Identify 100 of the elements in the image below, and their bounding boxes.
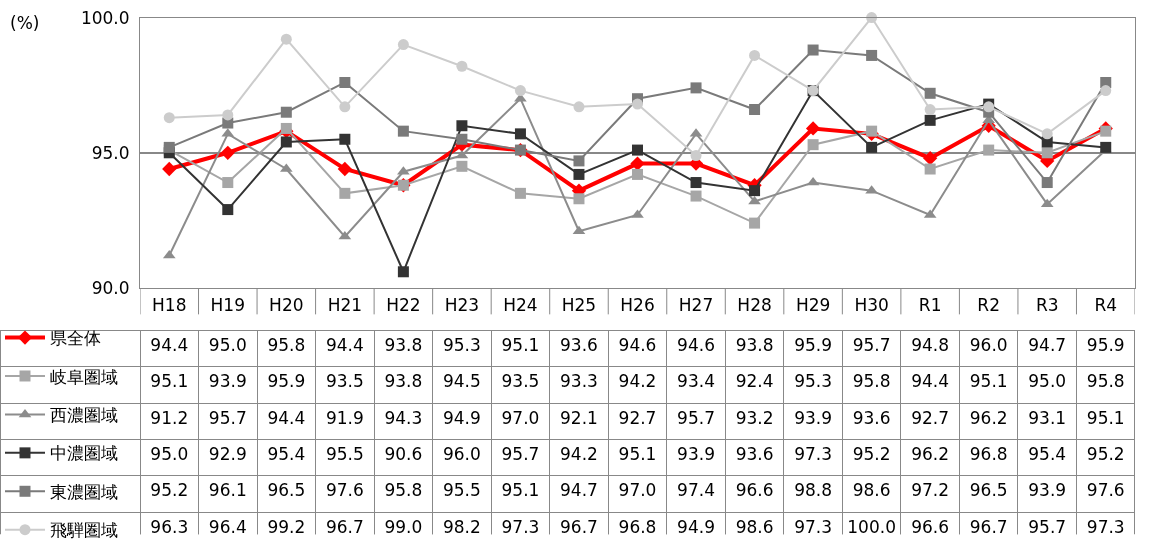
point: [690, 82, 702, 94]
data-label: 96.0: [442, 444, 481, 465]
data-label: 93.5: [325, 371, 364, 392]
x-tick-label: H19: [210, 295, 245, 316]
data-label: 97.6: [1086, 480, 1125, 501]
data-label: 95.7: [852, 335, 891, 356]
data-label: 93.5: [501, 371, 540, 392]
data-label: 96.5: [267, 480, 306, 501]
data-label: 95.5: [442, 480, 481, 501]
data-label: 92.4: [735, 371, 774, 392]
point: [1041, 128, 1053, 140]
data-label: 94.2: [560, 444, 598, 465]
data-label: 95.7: [677, 407, 715, 428]
y-tick-label: 90.0: [91, 277, 130, 298]
data-label: 92.7: [911, 407, 950, 428]
x-tick-label: H29: [795, 295, 831, 316]
data-label: 94.4: [267, 407, 306, 428]
point: [397, 266, 409, 278]
point: [222, 204, 234, 216]
data-label: 94.6: [677, 335, 715, 356]
data-label: 95.1: [150, 371, 189, 392]
data-label: 95.9: [1086, 335, 1125, 356]
point: [514, 128, 526, 140]
point: [339, 133, 351, 145]
data-label: 95.7: [1028, 516, 1067, 537]
x-tick-label: H27: [678, 295, 714, 316]
point: [514, 187, 526, 199]
data-label: 96.7: [325, 516, 364, 537]
data-label: 99.2: [267, 516, 306, 537]
point: [280, 106, 292, 118]
point: [456, 160, 468, 172]
point: [514, 85, 526, 97]
x-tick-label: H22: [386, 295, 421, 316]
data-label: 93.9: [208, 371, 247, 392]
point: [632, 144, 643, 156]
legend-label: 飛騨圏域: [50, 520, 118, 541]
x-tick-label: R4: [1094, 295, 1118, 316]
data-label: 97.2: [911, 480, 950, 501]
point: [455, 149, 469, 159]
x-tick-label: H28: [737, 295, 772, 316]
y-axis-title: (%): [10, 13, 40, 33]
point: [280, 33, 292, 45]
point: [163, 112, 175, 124]
data-label: 95.4: [1028, 444, 1067, 465]
data-label: 95.1: [501, 480, 540, 501]
data-label: 93.8: [384, 335, 423, 356]
data-label: 94.7: [560, 480, 598, 501]
data-label: 91.2: [150, 407, 189, 428]
data-label: 95.0: [1028, 371, 1067, 392]
data-label: 96.0: [969, 335, 1008, 356]
point: [397, 39, 409, 51]
data-label: 94.9: [677, 516, 715, 537]
data-label: 90.6: [384, 444, 423, 465]
x-tick-label: R3: [1035, 295, 1059, 316]
x-tick-label: H23: [444, 295, 480, 316]
data-label: 94.5: [442, 371, 481, 392]
data-label: 93.3: [560, 371, 598, 392]
point: [573, 101, 585, 113]
data-label: 94.4: [325, 335, 364, 356]
point: [337, 161, 352, 177]
legend-label: 中濃圏域: [50, 443, 118, 464]
point: [1041, 177, 1053, 189]
legend-label: 岐阜圏域: [50, 366, 118, 387]
data-label: 98.2: [442, 516, 481, 537]
data-label: 98.6: [735, 516, 774, 537]
data-label: 95.2: [852, 444, 891, 465]
data-label: 96.4: [208, 516, 247, 537]
point: [222, 177, 234, 189]
data-label: 97.3: [1086, 516, 1125, 537]
data-label: 96.2: [969, 407, 1008, 428]
point: [690, 149, 702, 161]
data-label: 95.1: [969, 371, 1008, 392]
data-label: 94.6: [618, 335, 657, 356]
data-label: 92.9: [208, 444, 247, 465]
data-label: 97.3: [501, 516, 540, 537]
x-tick-label: R2: [977, 295, 1000, 316]
data-label: 96.6: [911, 516, 950, 537]
data-label: 95.3: [794, 371, 833, 392]
point: [339, 187, 351, 199]
point: [456, 60, 468, 72]
data-label: 93.6: [852, 407, 891, 428]
point: [866, 125, 878, 137]
point: [807, 44, 819, 56]
data-label: 93.8: [384, 371, 423, 392]
data-label: 98.6: [852, 480, 891, 501]
point: [339, 76, 351, 88]
point: [749, 104, 761, 116]
point: [924, 114, 936, 126]
point: [749, 185, 761, 197]
point: [397, 125, 409, 137]
data-label: 96.7: [969, 516, 1008, 537]
data-label: 94.7: [1028, 335, 1067, 356]
data-label: 97.0: [618, 480, 657, 501]
point: [630, 156, 645, 171]
data-label: 94.3: [384, 407, 423, 428]
point: [923, 151, 938, 166]
point: [690, 190, 702, 202]
data-label: 97.3: [794, 444, 833, 465]
point: [866, 141, 878, 153]
data-label: 96.7: [560, 516, 598, 537]
